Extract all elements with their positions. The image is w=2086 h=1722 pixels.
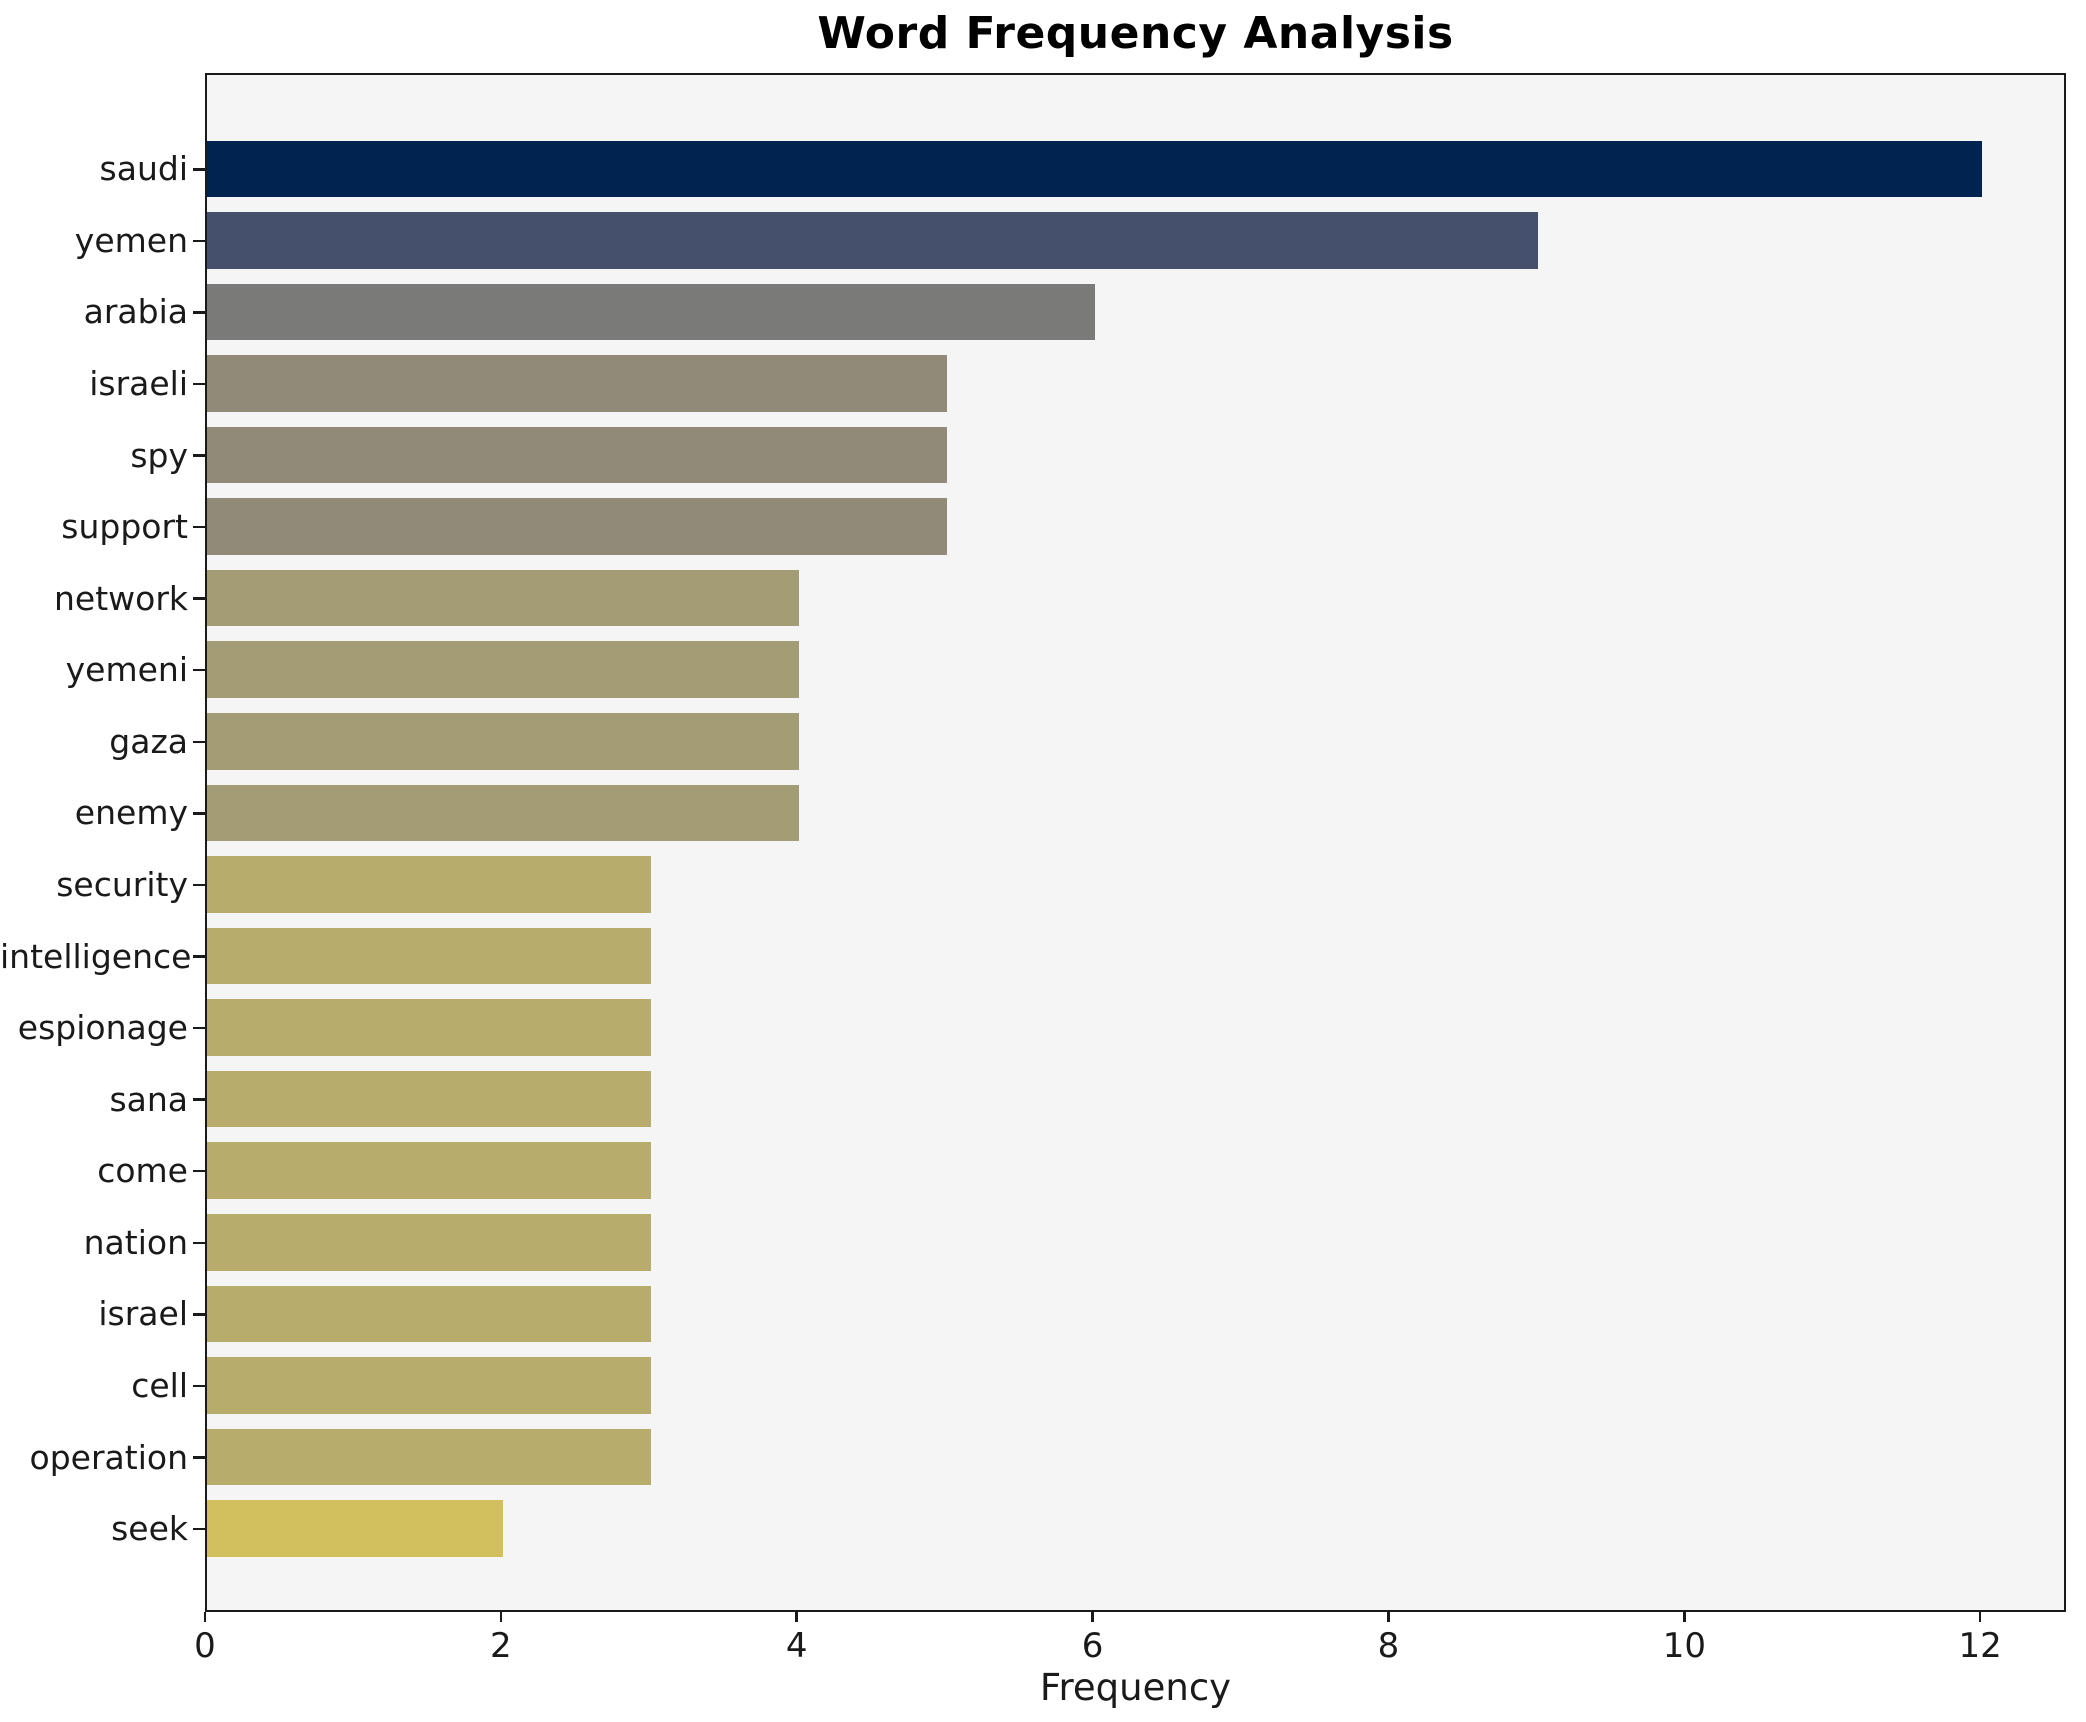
y-tick-label-network: network (53, 578, 188, 618)
x-tick-label-0: 0 (194, 1626, 216, 1666)
bar-cell (207, 1357, 651, 1414)
bar-seek (207, 1500, 503, 1557)
y-tick-label-sana: sana (109, 1079, 188, 1119)
x-tick-label-8: 8 (1377, 1626, 1400, 1666)
y-tick-label-come: come (97, 1151, 188, 1191)
bar-arabia (207, 283, 1095, 341)
y-tick-mark (193, 382, 205, 386)
y-tick-mark (193, 955, 205, 958)
bar-israeli (207, 355, 947, 412)
bar-support (207, 498, 947, 555)
bar-security (207, 856, 651, 913)
x-tick-label-4: 4 (785, 1626, 808, 1666)
x-tick-mark (795, 1612, 798, 1622)
bar-espionage (207, 999, 651, 1056)
y-tick-label-yemeni: yemeni (65, 650, 188, 690)
bar-spy (207, 426, 947, 484)
plot-area (205, 73, 2066, 1612)
y-tick-mark (193, 168, 205, 171)
y-tick-label-gaza: gaza (109, 721, 188, 761)
y-tick-mark (193, 525, 205, 529)
bar-saudi (207, 140, 1983, 197)
x-tick-label-2: 2 (490, 1626, 512, 1666)
y-tick-mark (193, 1527, 205, 1531)
bar-network (207, 569, 799, 627)
y-tick-mark (193, 740, 205, 744)
bar-intelligence (207, 927, 651, 985)
y-tick-label-israel: israel (98, 1294, 188, 1334)
y-tick-mark (193, 1384, 205, 1388)
y-tick-label-spy: spy (130, 435, 188, 475)
y-tick-label-enemy: enemy (74, 793, 188, 833)
x-axis-title: Frequency (1039, 1666, 1232, 1709)
x-tick-mark (1387, 1612, 1390, 1622)
y-tick-mark (193, 311, 205, 314)
bar-enemy (207, 784, 799, 842)
y-tick-label-arabia: arabia (83, 292, 188, 332)
bar-come (207, 1142, 651, 1199)
y-tick-label-nation: nation (83, 1222, 188, 1262)
bar-operation (207, 1428, 651, 1486)
x-tick-mark (1978, 1612, 1982, 1622)
x-tick-mark (1091, 1612, 1094, 1622)
y-tick-label-support: support (61, 507, 188, 547)
y-tick-label-israeli: israeli (89, 363, 188, 403)
y-tick-mark (193, 812, 205, 815)
x-tick-mark (499, 1612, 503, 1622)
y-tick-mark (193, 1098, 205, 1101)
x-tick-label-12: 12 (1958, 1626, 2002, 1666)
bar-nation (207, 1214, 651, 1271)
y-tick-label-espionage: espionage (17, 1008, 188, 1048)
y-tick-label-operation: operation (29, 1437, 188, 1477)
bar-yemeni (207, 641, 799, 698)
bar-israel (207, 1285, 651, 1343)
y-tick-label-security: security (56, 864, 188, 904)
x-tick-mark (203, 1612, 207, 1622)
bar-yemen (207, 212, 1539, 269)
x-tick-label-6: 6 (1081, 1626, 1104, 1666)
y-tick-mark (193, 239, 205, 243)
y-tick-label-yemen: yemen (74, 220, 188, 260)
y-tick-mark (193, 1169, 205, 1173)
y-tick-label-seek: seek (111, 1509, 188, 1549)
y-tick-mark (193, 668, 205, 672)
y-tick-mark (193, 1026, 205, 1030)
chart-title: Word Frequency Analysis (817, 8, 1454, 59)
bar-sana (207, 1070, 651, 1128)
y-tick-label-cell: cell (131, 1365, 188, 1405)
y-tick-mark (193, 454, 205, 457)
y-tick-mark (193, 597, 205, 600)
y-tick-label-intelligence: intelligence (0, 936, 192, 976)
bar-gaza (207, 713, 799, 770)
x-tick-mark (1683, 1612, 1686, 1622)
y-tick-mark (193, 1456, 205, 1459)
y-tick-mark (193, 1313, 205, 1316)
x-tick-label-10: 10 (1662, 1626, 1706, 1666)
y-tick-label-saudi: saudi (99, 149, 188, 189)
y-tick-mark (193, 1241, 205, 1245)
y-tick-mark (193, 883, 205, 887)
